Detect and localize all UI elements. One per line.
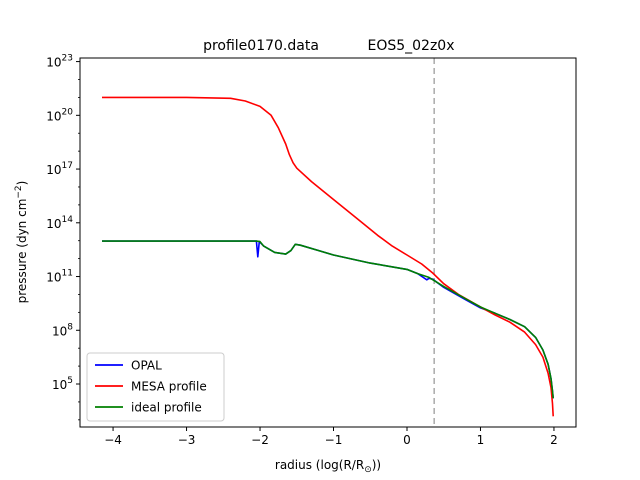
legend-label-0: OPAL	[131, 359, 162, 373]
y-tick-label-1: 108	[52, 322, 73, 338]
legend-label-1: MESA profile	[131, 380, 207, 394]
x-tick-label-3: −1	[325, 433, 343, 447]
plot-area: −4 −3 −2 −1 0 1 2 105 108 1011 1014 1017 1020 1023	[46, 54, 577, 447]
y-tick-label-6: 1023	[46, 54, 73, 70]
x-axis-label: radius (log(R/R⊙))	[275, 458, 381, 475]
series-line-1	[102, 96, 554, 417]
x-tick-label-5: 1	[477, 433, 485, 447]
y-tick-label-0: 105	[52, 376, 73, 392]
x-tick-label-6: 2	[550, 433, 558, 447]
legend-box	[86, 352, 225, 422]
chart-title-left: profile0170.data	[203, 38, 319, 54]
y-axis-label: pressure (dyn cm−2)	[14, 181, 29, 304]
y-tick-label-5: 1020	[46, 107, 73, 123]
series-line-2	[102, 240, 554, 399]
axes-frame	[79, 57, 577, 428]
chart-title-right: EOS5_02z0x	[367, 38, 454, 54]
x-tick-label-2: −2	[251, 433, 269, 447]
x-tick-label-0: −4	[104, 433, 122, 447]
x-tick-label-1: −3	[178, 433, 196, 447]
series-group	[102, 96, 554, 417]
x-tick-label-4: 0	[403, 433, 411, 447]
y-tick-label-2: 1011	[46, 269, 73, 285]
y-tick-label-4: 1017	[46, 161, 73, 177]
legend-label-2: ideal profile	[131, 401, 202, 415]
legend: OPAL MESA profile ideal profile	[86, 352, 225, 422]
y-tick-label-3: 1014	[46, 215, 73, 231]
